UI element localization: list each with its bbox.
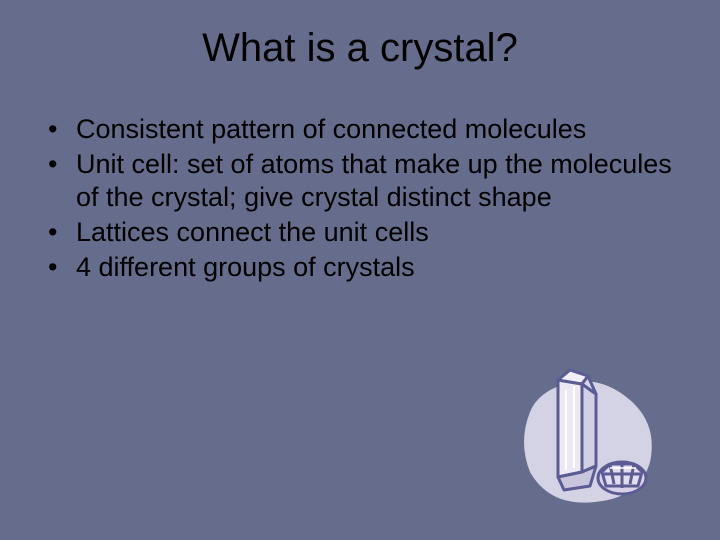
bullet-item: Consistent pattern of connected molecule…: [48, 113, 680, 146]
slide-container: What is a crystal? Consistent pattern of…: [0, 0, 720, 540]
bullet-item: Lattices connect the unit cells: [48, 216, 680, 249]
crystal-illustration-icon: [510, 362, 660, 512]
slide-title: What is a crystal?: [40, 26, 680, 71]
bullet-item: Unit cell: set of atoms that make up the…: [48, 148, 680, 214]
bullet-list: Consistent pattern of connected molecule…: [40, 113, 680, 284]
bullet-item: 4 different groups of crystals: [48, 251, 680, 284]
